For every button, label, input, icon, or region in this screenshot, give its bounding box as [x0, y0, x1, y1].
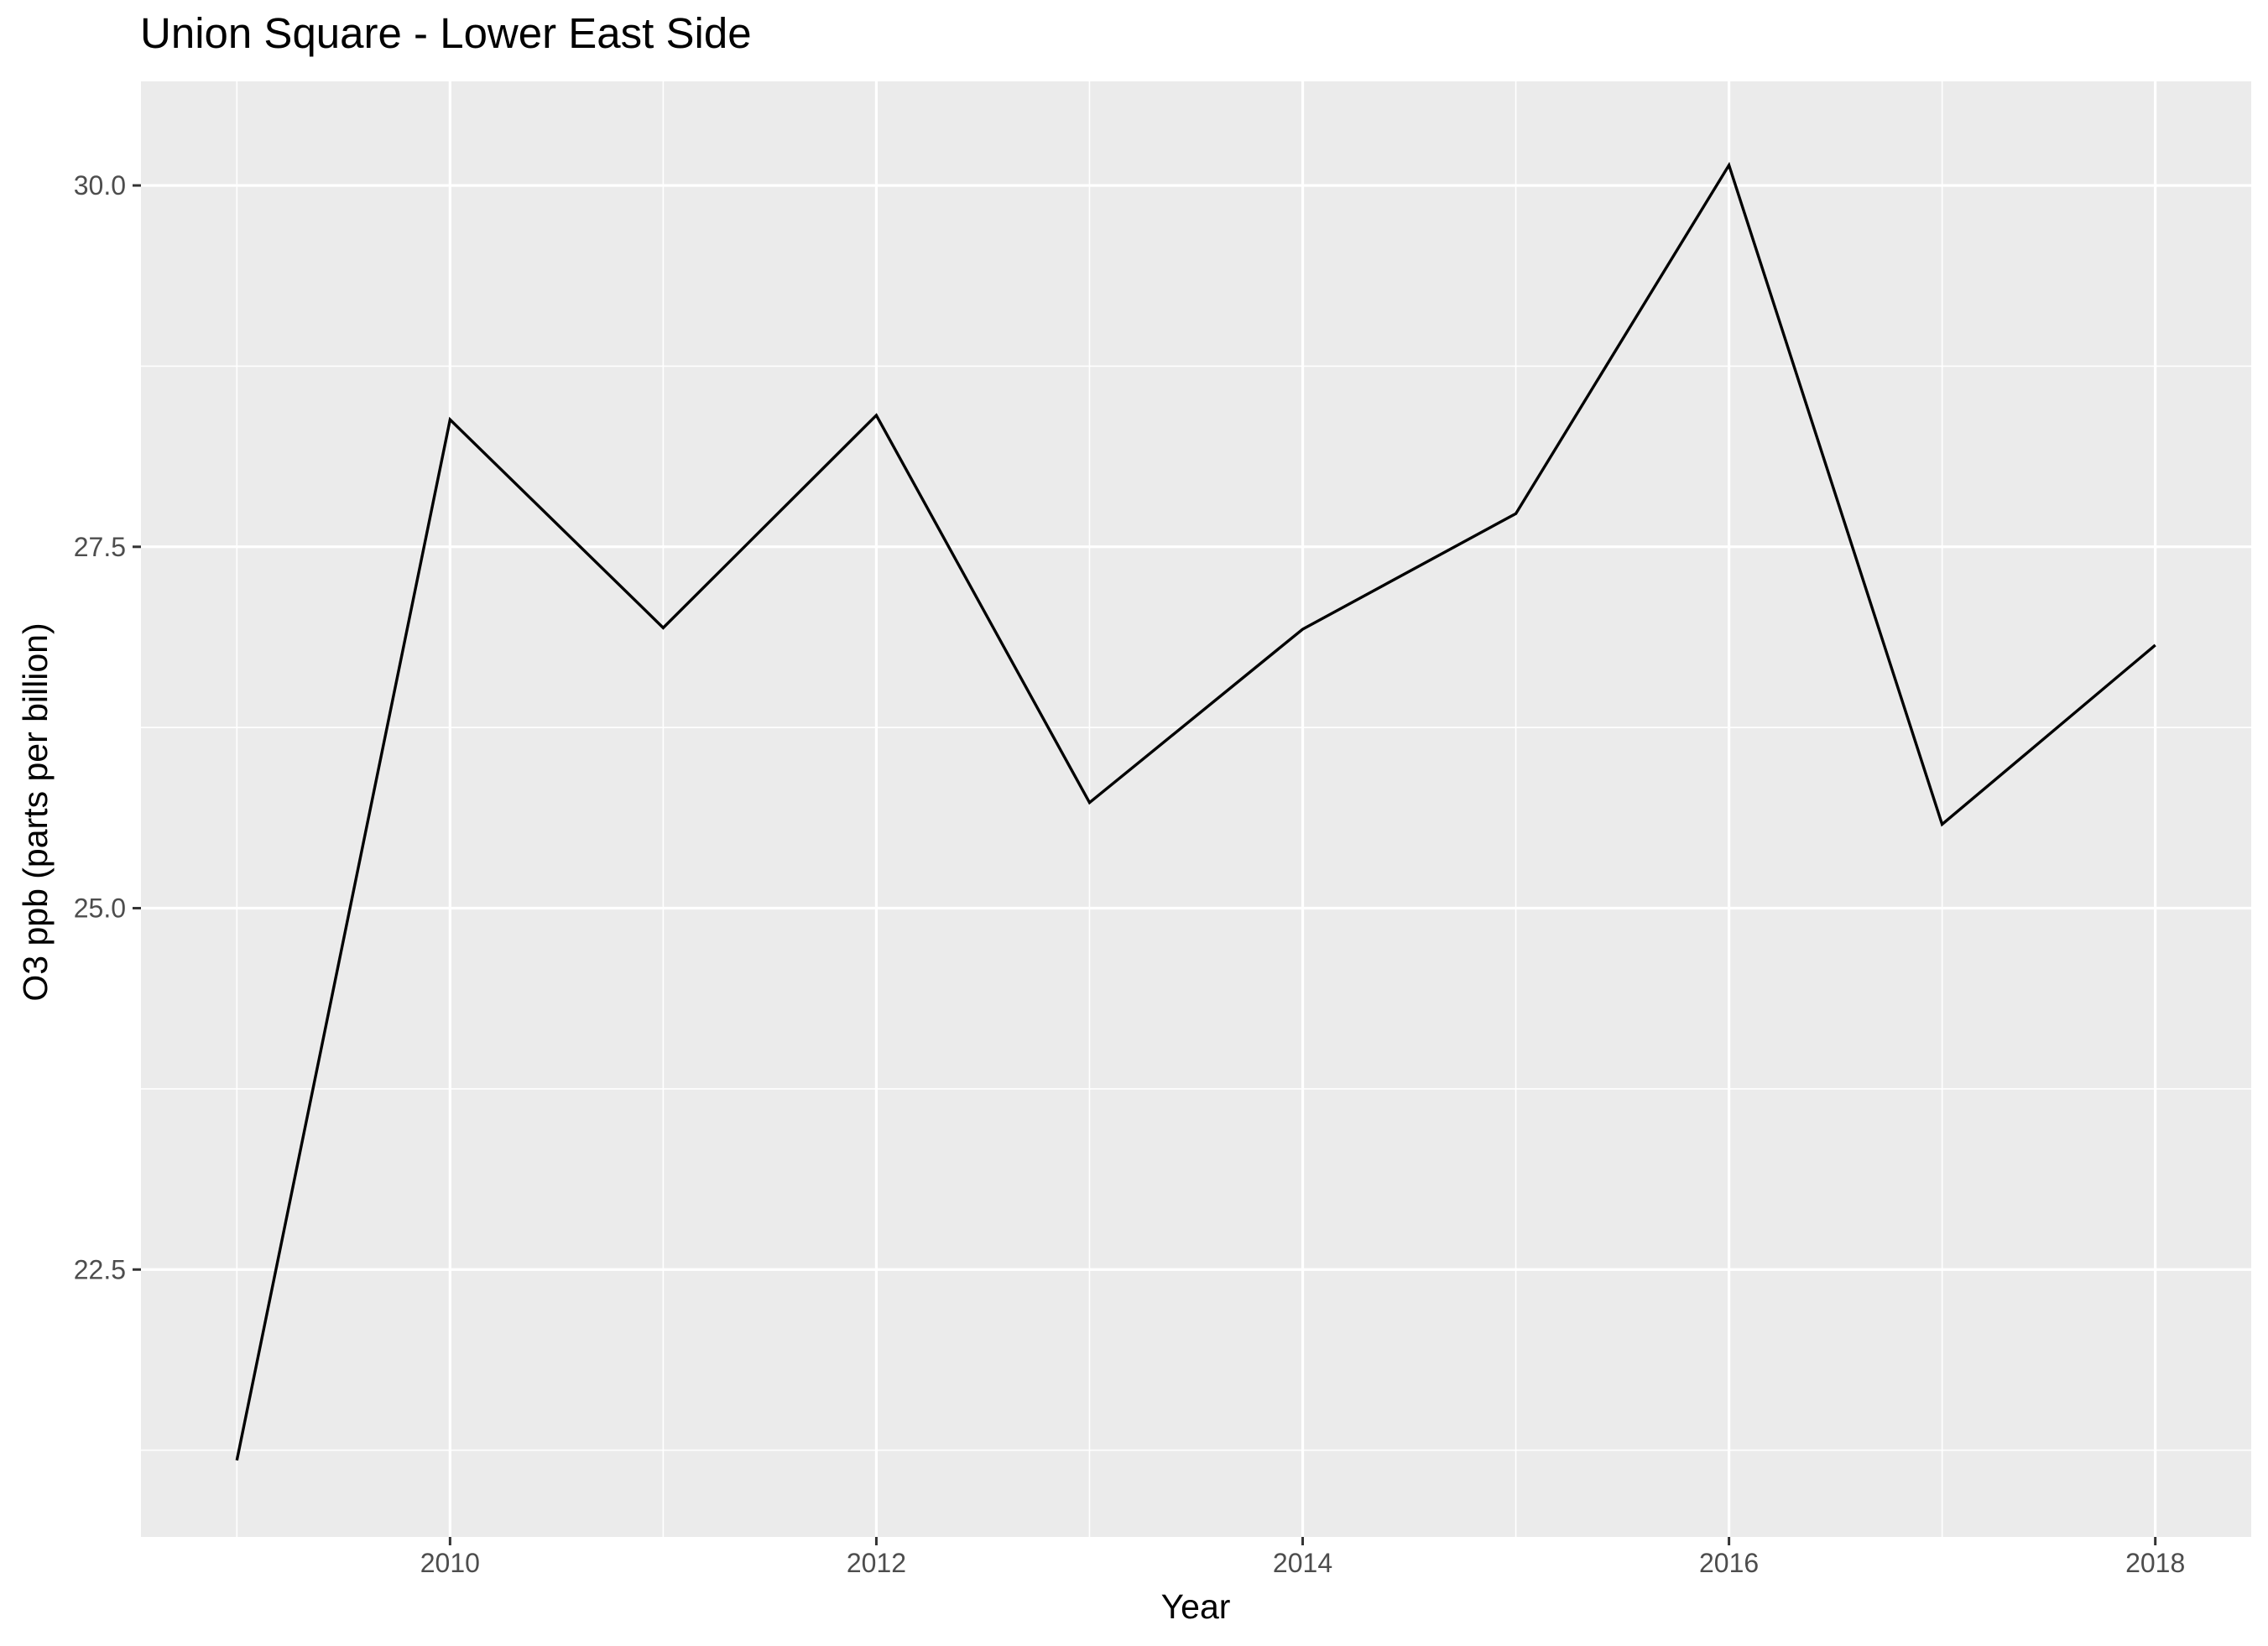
- x-axis-ticks: 2010 2012 2014 2016 2018: [420, 1537, 2185, 1578]
- x-tick-label: 2010: [420, 1548, 480, 1578]
- major-gridlines: [141, 81, 2251, 1537]
- y-axis-ticks: 22.5 25.0 27.5 30.0: [74, 170, 141, 1284]
- x-tick-label: 2014: [1273, 1548, 1332, 1578]
- minor-gridlines: [141, 81, 2251, 1537]
- y-tick-label: 22.5: [74, 1254, 126, 1284]
- series-line: [235, 161, 2156, 1461]
- x-tick-label: 2012: [847, 1548, 906, 1578]
- chart-title: Union Square - Lower East Side: [140, 9, 752, 57]
- y-tick-label: 27.5: [74, 532, 126, 562]
- y-tick-label: 30.0: [74, 170, 126, 201]
- x-tick-label: 2016: [1699, 1548, 1759, 1578]
- x-tick-label: 2018: [2125, 1548, 2185, 1578]
- y-tick-label: 25.0: [74, 893, 126, 924]
- series-group: [235, 161, 2156, 1461]
- plot-panel: [141, 81, 2251, 1537]
- x-axis-title: Year: [1161, 1587, 1231, 1626]
- y-axis-title: O3 ppb (parts per billion): [16, 622, 55, 1001]
